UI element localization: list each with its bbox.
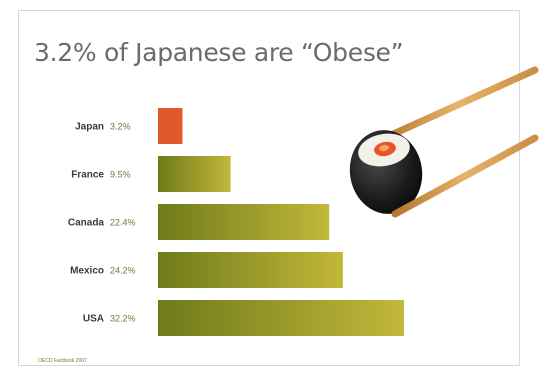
bar-canada xyxy=(158,204,330,240)
category-label-usa: USA xyxy=(83,314,104,325)
value-label-usa: 32.2% xyxy=(110,314,136,324)
sushi-with-chopsticks-icon xyxy=(349,66,539,218)
bar-mexico xyxy=(158,252,343,288)
bar-usa xyxy=(158,300,404,336)
bars-layer: Japan 3.2% France 9.5% Canada 22.4% Mexico 24.2… xyxy=(68,108,404,336)
value-label-france: 9.5% xyxy=(110,170,131,180)
value-label-mexico: 24.2% xyxy=(110,266,136,276)
category-label-france: France xyxy=(71,170,104,181)
slide-frame xyxy=(18,10,520,366)
bar-japan xyxy=(158,108,183,144)
slide-title: 3.2% of Japanese are “Obese” xyxy=(34,38,404,67)
category-label-canada: Canada xyxy=(68,218,105,229)
value-label-canada: 22.4% xyxy=(110,218,136,228)
source-note: OECD Factbook 2007 xyxy=(38,358,87,364)
category-label-japan: Japan xyxy=(75,122,104,133)
value-label-japan: 3.2% xyxy=(110,122,131,132)
category-label-mexico: Mexico xyxy=(70,266,104,277)
bar-france xyxy=(158,156,231,192)
